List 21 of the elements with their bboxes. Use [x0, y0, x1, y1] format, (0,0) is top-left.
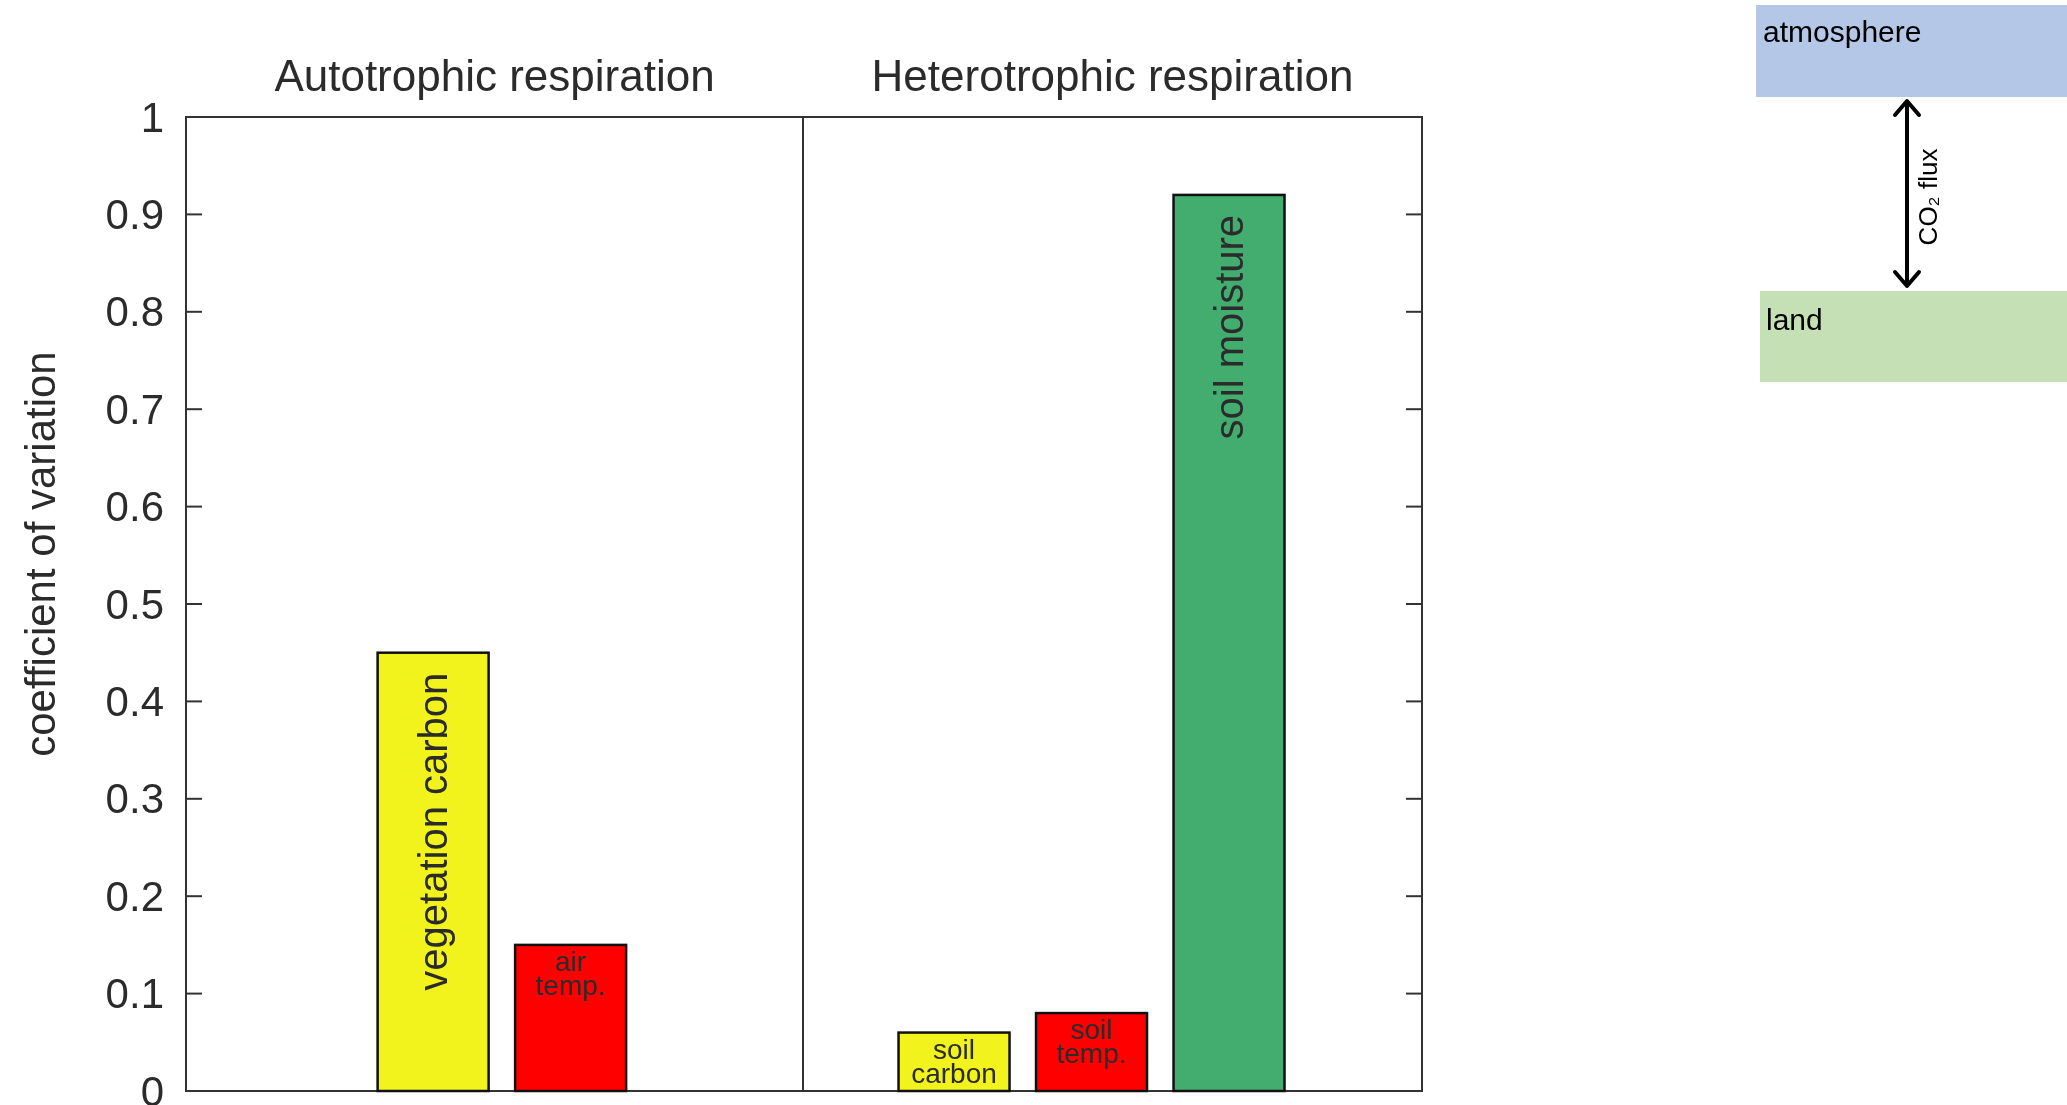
y-tick-label: 0.9 — [105, 190, 164, 238]
x-tick-label: soil carbon — [911, 1033, 997, 1089]
y-tick-label: 0.2 — [105, 872, 164, 920]
text: land — [1766, 303, 1823, 336]
y-tick-label: 0.4 — [105, 677, 164, 725]
chart-title: Autotrophic respiration — [274, 51, 715, 100]
y-axis-title: coefficient of variation — [16, 351, 64, 757]
y-tick-label: 0.6 — [105, 483, 164, 531]
y-tick-label: 0.3 — [105, 775, 164, 823]
x-tick-label: soil temp. — [1056, 1014, 1127, 1070]
x-tick-label: vegetation carbon — [411, 672, 456, 991]
y-tick-label: 0.1 — [105, 970, 164, 1018]
y-tick-label: 0.7 — [105, 385, 164, 433]
y-tick-label: 0.5 — [105, 580, 164, 628]
x-tick-label: soil moisture — [1207, 214, 1252, 440]
text: atmosphere — [1763, 15, 1922, 48]
text: CO₂ flux — [1913, 148, 1943, 246]
y-tick-label: 1 — [140, 93, 164, 141]
x-tick-label: air temp. — [535, 945, 606, 1001]
chart-title: Heterotrophic respiration — [871, 51, 1354, 100]
y-tick-label: 0.8 — [105, 288, 164, 336]
